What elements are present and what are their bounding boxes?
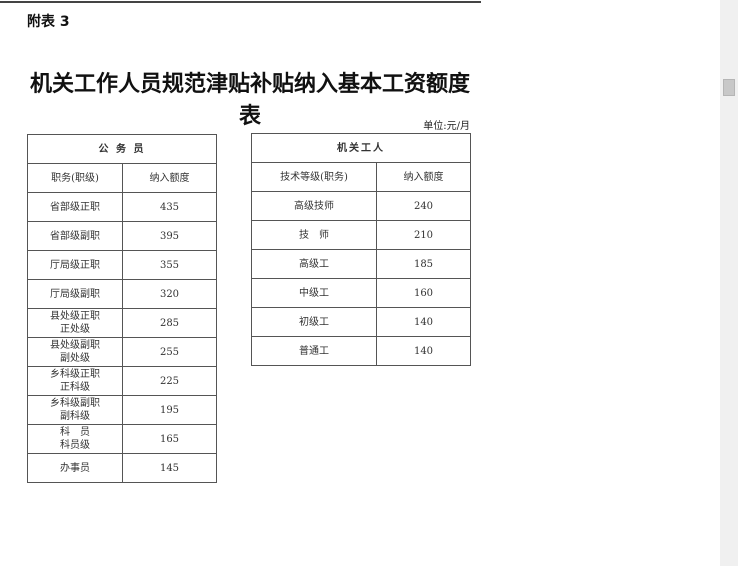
table-row: 高级技师 240 [251, 191, 471, 221]
position-cell: 乡科级正职 正科级 [27, 366, 123, 396]
table-row: 高级工 185 [251, 249, 471, 279]
position-label: 乡科级副职 [50, 398, 100, 409]
table-row: 初级工 140 [251, 307, 471, 337]
position-cell: 办事员 [27, 453, 123, 483]
page-title: 机关工作人员规范津贴补贴纳入基本工资额度表 [30, 71, 471, 129]
position-label: 省部级副职 [50, 230, 100, 242]
grade-cell: 普通工 [251, 336, 377, 366]
amount-cell: 240 [376, 191, 471, 221]
position-sublabel: 正科级 [60, 382, 90, 393]
position-sublabel: 正处级 [60, 324, 90, 335]
grade-cell: 高级技师 [251, 191, 377, 221]
table-row: 普通工 140 [251, 336, 471, 366]
group-header: 机关工人 [251, 133, 471, 163]
column-header: 职务(职级) [27, 163, 123, 193]
unit-label: 单位:元/月 [423, 121, 470, 132]
table-group-header: 机关工人 [251, 133, 471, 163]
position-label: 县处级副职 [50, 340, 100, 351]
column-header: 纳入额度 [122, 163, 217, 193]
position-cell: 厅局级正职 [27, 250, 123, 280]
amount-cell: 320 [122, 279, 217, 309]
grade-cell: 初级工 [251, 307, 377, 337]
amount-cell: 185 [376, 249, 471, 279]
table-group-header: 公 务 员 [27, 134, 217, 164]
amount-cell: 285 [122, 308, 217, 338]
position-label: 厅局级正职 [50, 259, 100, 271]
position-cell: 厅局级副职 [27, 279, 123, 309]
table-row: 省部级副职 395 [27, 221, 217, 251]
position-label: 县处级正职 [50, 311, 100, 322]
amount-cell: 355 [122, 250, 217, 280]
table-row: 科 员科员级 165 [27, 424, 217, 454]
position-label: 乡科级正职 [50, 369, 100, 380]
amount-cell: 225 [122, 366, 217, 396]
column-header: 技术等级(职务) [251, 162, 377, 192]
position-sublabel: 科员级 [60, 440, 90, 451]
table-row: 中级工 160 [251, 278, 471, 308]
position-label: 省部级正职 [50, 201, 100, 213]
position-cell: 县处级副职 副处级 [27, 337, 123, 367]
amount-cell: 145 [122, 453, 217, 483]
position-cell: 县处级正职 正处级 [27, 308, 123, 338]
table-row: 办事员 145 [27, 453, 217, 483]
position-cell: 省部级正职 [27, 192, 123, 222]
table-row: 县处级副职 副处级 255 [27, 337, 217, 367]
position-cell: 科 员科员级 [27, 424, 123, 454]
scrollbar-thumb[interactable] [723, 79, 735, 96]
table-row: 省部级正职 435 [27, 192, 217, 222]
grade-cell: 中级工 [251, 278, 377, 308]
table-row: 厅局级正职 355 [27, 250, 217, 280]
amount-cell: 160 [376, 278, 471, 308]
table-row: 乡科级正职 正科级 225 [27, 366, 217, 396]
group-header: 公 务 员 [27, 134, 217, 164]
amount-cell: 395 [122, 221, 217, 251]
position-sublabel: 副科级 [60, 411, 90, 422]
position-label: 办事员 [60, 462, 90, 474]
position-sublabel: 副处级 [60, 353, 90, 364]
position-cell: 乡科级副职 副科级 [27, 395, 123, 425]
column-header: 纳入额度 [376, 162, 471, 192]
amount-cell: 255 [122, 337, 217, 367]
table-row: 乡科级副职 副科级 195 [27, 395, 217, 425]
position-label: 厅局级副职 [50, 288, 100, 300]
amount-cell: 140 [376, 336, 471, 366]
table-header-row: 职务(职级) 纳入额度 [27, 163, 217, 193]
amount-cell: 165 [122, 424, 217, 454]
position-label: 科 员 [60, 427, 90, 438]
grade-cell: 技 师 [251, 220, 377, 250]
annex-label: 附表 3 [27, 14, 70, 30]
amount-cell: 140 [376, 307, 471, 337]
table-row: 厅局级副职 320 [27, 279, 217, 309]
workers-table: 机关工人 技术等级(职务) 纳入额度 高级技师 240 技 师 210 高级工 185 中级… [251, 133, 471, 366]
table-row: 技 师 210 [251, 220, 471, 250]
amount-cell: 210 [376, 220, 471, 250]
position-cell: 省部级副职 [27, 221, 123, 251]
vertical-scrollbar[interactable] [720, 0, 738, 566]
page-top-border [0, 1, 481, 3]
amount-cell: 195 [122, 395, 217, 425]
civil-servants-table: 公 务 员 职务(职级) 纳入额度 省部级正职 435 省部级副职 395 厅局级正职 3… [27, 134, 217, 483]
grade-cell: 高级工 [251, 249, 377, 279]
table-header-row: 技术等级(职务) 纳入额度 [251, 162, 471, 192]
table-row: 县处级正职 正处级 285 [27, 308, 217, 338]
amount-cell: 435 [122, 192, 217, 222]
